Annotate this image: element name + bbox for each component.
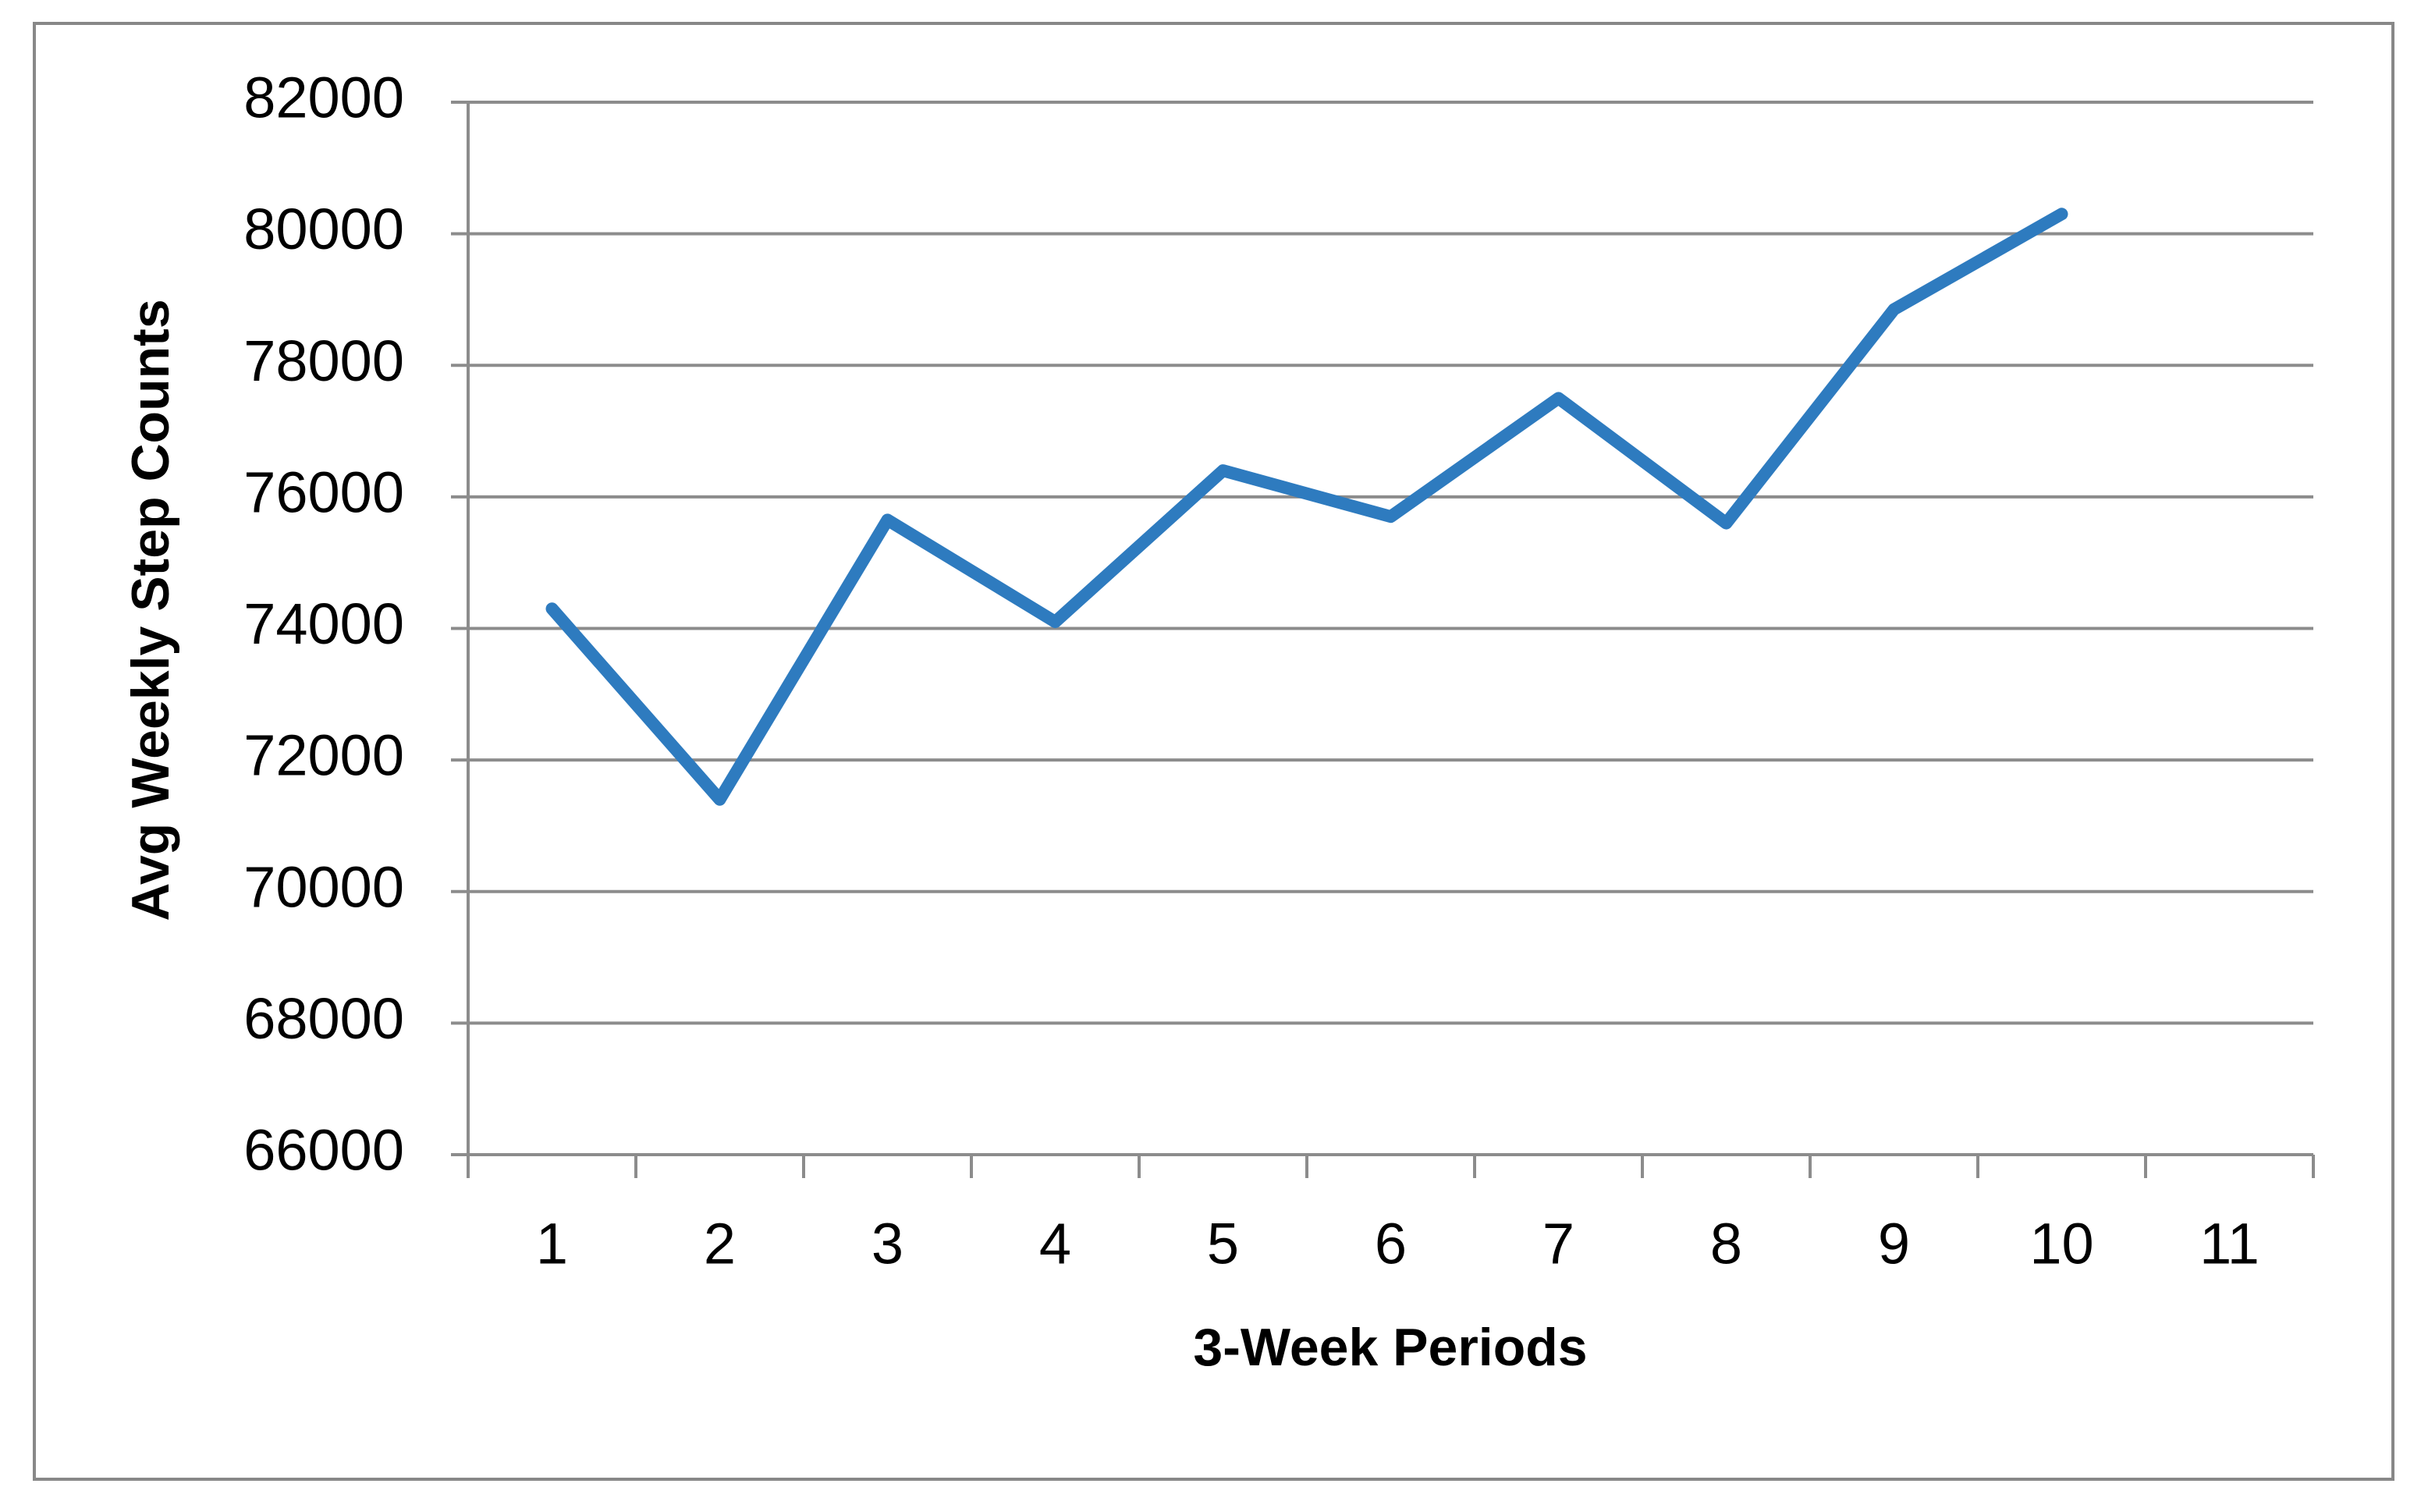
y-tick-label: 66000 bbox=[243, 1118, 404, 1183]
y-tick-label: 72000 bbox=[243, 723, 404, 788]
y-axis-title: Avg Weekly Step Counts bbox=[121, 299, 180, 921]
x-axis-title: 3-Week Periods bbox=[1193, 1318, 1587, 1377]
x-tick-label: 6 bbox=[1375, 1212, 1407, 1276]
y-tick-label: 74000 bbox=[243, 591, 404, 656]
x-tick-label: 4 bbox=[1039, 1212, 1071, 1276]
x-tick-label: 10 bbox=[2029, 1212, 2093, 1276]
x-tick-label: 7 bbox=[1542, 1212, 1574, 1276]
y-tick-label: 82000 bbox=[243, 66, 404, 130]
x-tick-label: 3 bbox=[871, 1212, 903, 1276]
x-tick-label: 2 bbox=[704, 1212, 736, 1276]
y-tick-label: 76000 bbox=[243, 460, 404, 524]
x-tick-label: 5 bbox=[1207, 1212, 1239, 1276]
x-tick-label: 9 bbox=[1878, 1212, 1910, 1276]
y-tick-label: 68000 bbox=[243, 986, 404, 1051]
y-tick-label: 78000 bbox=[243, 328, 404, 393]
x-tick-label: 11 bbox=[2199, 1212, 2259, 1276]
x-tick-label: 1 bbox=[536, 1212, 568, 1276]
x-tick-label: 8 bbox=[1710, 1212, 1742, 1276]
y-tick-label: 80000 bbox=[243, 197, 404, 261]
chart-border bbox=[33, 22, 2394, 1481]
y-tick-label: 70000 bbox=[243, 854, 404, 919]
data-line bbox=[545, 208, 2068, 806]
